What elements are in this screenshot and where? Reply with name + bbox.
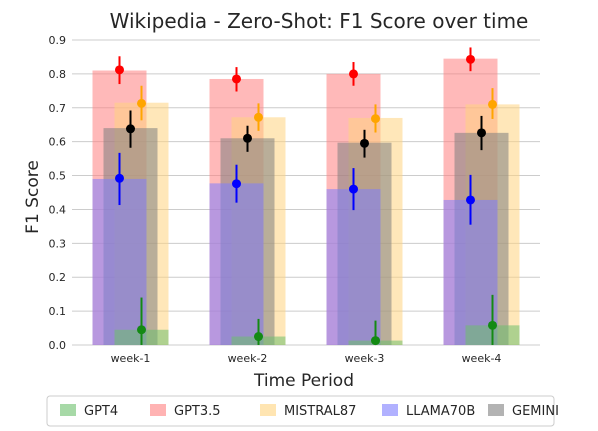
point-gemini-week-2: [243, 133, 252, 143]
point-gemini-week-3: [360, 138, 369, 148]
point-mistral87-week-2: [254, 112, 263, 122]
point-gemini-week-1: [126, 124, 135, 134]
point-llama70b-week-1: [115, 173, 124, 183]
bars: [92, 58, 520, 346]
point-gpt4-week-1: [137, 325, 146, 335]
chart-title: Wikipedia - Zero-Shot: F1 Score over tim…: [110, 9, 529, 33]
point-mistral87-week-4: [488, 99, 497, 109]
legend-swatch-llama70b: [382, 404, 398, 416]
point-gpt4-week-2: [254, 332, 263, 342]
bar-llama70b-week-3: [326, 189, 381, 345]
x-tick-labels: week-1 week-2 week-3 week-4: [111, 352, 502, 365]
y-tick-label: 0.3: [49, 237, 67, 250]
y-axis-label: F1 Score: [23, 160, 43, 234]
legend-label-llama70b: LLAMA70B: [406, 404, 475, 419]
point-llama70b-week-4: [466, 195, 475, 205]
legend-swatch-gpt3.5: [150, 404, 166, 416]
legend-label-gpt3.5: GPT3.5: [174, 404, 221, 419]
point-gemini-week-4: [477, 128, 486, 138]
x-tick-label: week-3: [345, 352, 385, 365]
legend-swatch-mistral87: [260, 404, 276, 416]
point-llama70b-week-3: [349, 184, 358, 194]
y-tick-label: 0.9: [49, 34, 67, 47]
point-gpt3.5-week-4: [466, 54, 475, 64]
point-gpt3.5-week-2: [232, 74, 241, 84]
x-tick-label: week-2: [228, 352, 268, 365]
point-gpt4-week-3: [371, 336, 380, 346]
x-tick-label: week-4: [462, 352, 502, 365]
x-axis-label: Time Period: [253, 371, 354, 391]
y-tick-label: 0.2: [49, 271, 67, 284]
point-mistral87-week-1: [137, 98, 146, 108]
point-gpt3.5-week-1: [115, 65, 124, 75]
bar-llama70b-week-1: [92, 178, 147, 345]
legend: GPT4 GPT3.5 MISTRAL87 LLAMA70B GEMINI: [46, 395, 559, 427]
point-gpt3.5-week-3: [349, 69, 358, 79]
x-tick-label: week-1: [111, 352, 151, 365]
legend-label-gpt4: GPT4: [84, 404, 118, 419]
y-tick-label: 0.7: [49, 102, 67, 115]
bar-llama70b-week-2: [209, 183, 264, 345]
y-tick-label: 0.1: [49, 305, 67, 318]
point-gpt4-week-4: [488, 320, 497, 330]
point-mistral87-week-3: [371, 114, 380, 124]
legend-swatch-gemini: [488, 404, 504, 416]
legend-frame: [46, 395, 555, 427]
legend-label-mistral87: MISTRAL87: [284, 404, 356, 419]
y-tick-label: 0.4: [49, 203, 67, 216]
y-tick-label: 0.6: [49, 136, 67, 149]
error-bars: [115, 47, 497, 346]
legend-swatch-gpt4: [60, 404, 76, 416]
legend-label-gemini: GEMINI: [512, 404, 559, 419]
y-tick-labels: 0.0 0.1 0.2 0.3 0.4 0.5 0.6 0.7 0.8 0.9: [49, 34, 67, 352]
y-tick-label: 0.0: [49, 339, 67, 352]
point-llama70b-week-2: [232, 179, 241, 189]
y-tick-label: 0.5: [49, 170, 67, 183]
y-tick-label: 0.8: [49, 68, 67, 81]
